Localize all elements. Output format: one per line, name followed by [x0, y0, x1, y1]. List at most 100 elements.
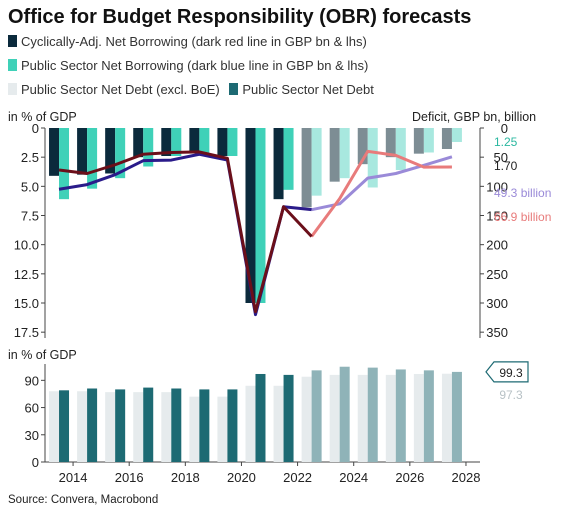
bar-debt-5 — [199, 389, 210, 462]
bar-debt-excl-9 — [301, 376, 312, 462]
top-end-label-2: 49.3 billion — [494, 186, 551, 200]
bar-debt-excl-4 — [161, 392, 172, 462]
bar-debt-0 — [59, 390, 70, 462]
legend-row-1: Cyclically-Adj. Net Borrowing (dark red … — [8, 34, 373, 49]
top-left-tick-label-0: 0 — [32, 121, 39, 136]
bar-debt-excl-5 — [189, 396, 200, 462]
top-right-tick-label-1: 50 — [494, 150, 508, 165]
bar-psnb-13 — [423, 128, 434, 153]
x-tick-label-3: 2020 — [227, 470, 256, 485]
bar-psnb-8 — [283, 128, 294, 190]
bar-debt-14 — [451, 371, 462, 462]
bar-debt-11 — [367, 367, 378, 462]
line-cyc-adj-gbp-past — [58, 150, 313, 314]
bar-psnb-0 — [59, 128, 70, 200]
source-note: Source: Convera, Macrobond — [8, 494, 159, 506]
bar-cyc-adj-12 — [385, 128, 396, 158]
bar-debt-2 — [115, 389, 126, 462]
bar-debt-4 — [171, 388, 182, 462]
bar-psnb-7 — [255, 128, 266, 303]
legend-item-psnb[interactable]: Public Sector Net Borrowing (dark blue l… — [8, 58, 368, 73]
bottom-left-tick-label-1: 30 — [25, 428, 39, 443]
top-right-tick-label-2: 100 — [486, 179, 508, 194]
top-right-tick-label-3: 150 — [486, 209, 508, 224]
bottom-end-label-0: 99.3 — [499, 366, 523, 380]
bar-debt-7 — [255, 373, 266, 462]
top-left-tick-label-2: 5.0 — [21, 179, 39, 194]
bottom-left-tick-label-0: 0 — [32, 455, 39, 470]
bar-debt-excl-12 — [385, 374, 396, 462]
bar-cyc-adj-14 — [441, 128, 452, 149]
bar-debt-10 — [339, 366, 350, 462]
top-left-tick-label-4: 10.0 — [14, 238, 39, 253]
x-tick-label-6: 2026 — [395, 470, 424, 485]
legend-label-cyc: Cyclically-Adj. Net Borrowing (dark red … — [21, 34, 367, 49]
bar-psnb-11 — [367, 128, 378, 188]
bar-debt-excl-7 — [245, 385, 256, 462]
top-left-tick-label-5: 12.5 — [14, 267, 39, 282]
chart-title: Office for Budget Responsibility (OBR) f… — [8, 6, 472, 28]
bar-cyc-adj-7 — [245, 128, 256, 303]
bar-debt-8 — [283, 374, 294, 462]
bar-debt-excl-13 — [413, 373, 424, 462]
legend-swatch-psnb — [8, 59, 17, 71]
legend-label-debt: Public Sector Net Debt — [242, 82, 374, 97]
bar-cyc-adj-6 — [217, 128, 228, 156]
x-tick-label-0: 2014 — [59, 470, 88, 485]
legend-item-cyc[interactable]: Cyclically-Adj. Net Borrowing (dark red … — [8, 34, 367, 49]
bar-cyc-adj-3 — [133, 128, 144, 158]
bar-debt-1 — [87, 388, 98, 462]
bottom-left-tick-label-2: 60 — [25, 401, 39, 416]
bar-cyc-adj-0 — [49, 128, 60, 176]
legend-swatch-debt — [229, 83, 239, 95]
bar-debt-excl-3 — [133, 392, 144, 462]
bar-debt-excl-8 — [273, 385, 284, 462]
bar-debt-12 — [395, 369, 406, 462]
bar-cyc-adj-11 — [357, 128, 368, 165]
line-cyc-adj-gbp-forecast — [310, 149, 452, 238]
bar-cyc-adj-10 — [329, 128, 340, 182]
top-right-axis-label: Deficit, GBP bn, billion — [412, 110, 537, 124]
legend-swatch-debt-excl — [8, 83, 17, 95]
bar-psnb-6 — [227, 128, 238, 156]
bar-debt-13 — [423, 370, 434, 462]
legend-swatch-cyc — [8, 35, 17, 47]
top-end-label-1: 1.70 — [494, 159, 518, 173]
bottom-end-label-1: 97.3 — [499, 388, 523, 402]
top-end-label-3: 66.9 billion — [494, 210, 551, 224]
legend-item-debt-excl[interactable]: Public Sector Net Debt (excl. BoE) — [8, 82, 220, 97]
bar-debt-excl-1 — [77, 391, 88, 462]
bar-debt-excl-6 — [217, 396, 228, 462]
legend-item-debt[interactable]: Public Sector Net Debt — [229, 82, 374, 97]
bar-cyc-adj-13 — [413, 128, 424, 154]
bar-cyc-adj-1 — [77, 128, 88, 175]
top-right-tick-label-4: 200 — [486, 238, 508, 253]
x-tick-label-4: 2022 — [283, 470, 312, 485]
bar-psnb-12 — [395, 128, 406, 170]
top-left-tick-label-1: 2.5 — [21, 150, 39, 165]
legend-label-psnb: Public Sector Net Borrowing (dark blue l… — [21, 58, 369, 73]
top-left-tick-label-6: 15.0 — [14, 296, 39, 311]
bar-debt-excl-11 — [357, 374, 368, 462]
bar-psnb-5 — [199, 128, 210, 154]
bar-debt-6 — [227, 389, 238, 462]
bar-cyc-adj-2 — [105, 128, 116, 174]
top-right-tick-label-0: 0 — [501, 121, 508, 136]
x-tick-label-5: 2024 — [339, 470, 368, 485]
bar-debt-3 — [143, 387, 154, 462]
x-tick-label-1: 2016 — [115, 470, 144, 485]
bottom-left-tick-label-3: 90 — [25, 373, 39, 388]
top-end-label-0: 1.25 — [494, 135, 518, 149]
bottom-left-axis-label: in % of GDP — [8, 348, 77, 362]
bar-debt-9 — [311, 370, 322, 462]
legend-row-3: Public Sector Net Debt (excl. BoE) Publi… — [8, 82, 380, 97]
top-right-tick-label-5: 250 — [486, 267, 508, 282]
legend-label-debt-excl: Public Sector Net Debt (excl. BoE) — [21, 82, 220, 97]
bar-debt-excl-10 — [329, 374, 340, 462]
bar-psnb-2 — [115, 128, 126, 179]
x-tick-label-7: 2028 — [452, 470, 481, 485]
bar-psnb-10 — [339, 128, 350, 179]
x-tick-label-2: 2018 — [171, 470, 200, 485]
bar-debt-excl-2 — [105, 392, 116, 462]
